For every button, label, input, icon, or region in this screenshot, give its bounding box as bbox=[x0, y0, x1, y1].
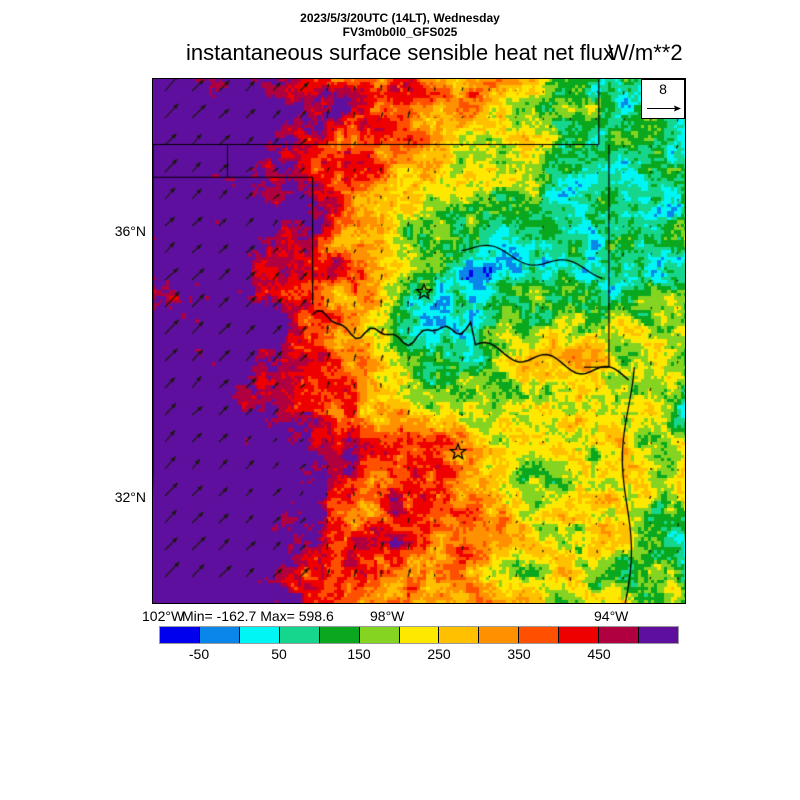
lon-label-94w: 94°W bbox=[594, 608, 629, 624]
colorbar-segment-4 bbox=[319, 627, 360, 643]
colorbar-tick-250: 250 bbox=[427, 646, 451, 662]
map-plot-area[interactable]: 8 bbox=[152, 78, 686, 604]
colorbar-segment-9 bbox=[519, 627, 560, 643]
lat-label-32n: 32°N bbox=[114, 489, 146, 505]
colorbar-segment-10 bbox=[559, 627, 600, 643]
colorbar-segment-3 bbox=[279, 627, 320, 643]
colorbar-tick-450: 450 bbox=[587, 646, 611, 662]
colorbar-segment-8 bbox=[479, 627, 520, 643]
colorbar-segment-0 bbox=[160, 627, 200, 643]
colorbar-segment-6 bbox=[399, 627, 440, 643]
lat-label-36n: 36°N bbox=[114, 223, 146, 239]
page-title: instantaneous surface sensible heat net … bbox=[185, 40, 615, 65]
colorbar-segment-1 bbox=[199, 627, 240, 643]
colorbar-segment-2 bbox=[239, 627, 280, 643]
colorbar-tick-50: 50 bbox=[271, 646, 287, 662]
arrow-right-icon bbox=[647, 105, 681, 112]
colorbar-tick--50: -50 bbox=[188, 646, 210, 662]
min-max-readout: Min= -162.7 Max= 598.6 bbox=[182, 608, 334, 624]
colorbar[interactable] bbox=[159, 626, 679, 644]
colorbar-tick-labels: -50 50 150 250 350 450 bbox=[159, 646, 679, 666]
map-boundaries-overlay bbox=[153, 79, 685, 603]
colorbar-segment-7 bbox=[439, 627, 480, 643]
reference-vector-key: 8 bbox=[641, 79, 685, 119]
colorbar-tick-150: 150 bbox=[347, 646, 371, 662]
colorbar-segment-5 bbox=[359, 627, 400, 643]
model-name-line: FV3m0b0l0_GFS025 bbox=[342, 25, 458, 39]
colorbar-segment-12 bbox=[639, 627, 678, 643]
lon-label-98w: 98°W bbox=[370, 608, 405, 624]
reference-vector-magnitude: 8 bbox=[659, 81, 667, 97]
timestamp-line: 2023/5/3/20UTC (14LT), Wednesday bbox=[300, 11, 500, 25]
lon-label-102w: 102°W bbox=[142, 608, 185, 624]
colorbar-tick-350: 350 bbox=[507, 646, 531, 662]
colorbar-segment-11 bbox=[599, 627, 640, 643]
units-label: W/m**2 bbox=[608, 40, 683, 65]
